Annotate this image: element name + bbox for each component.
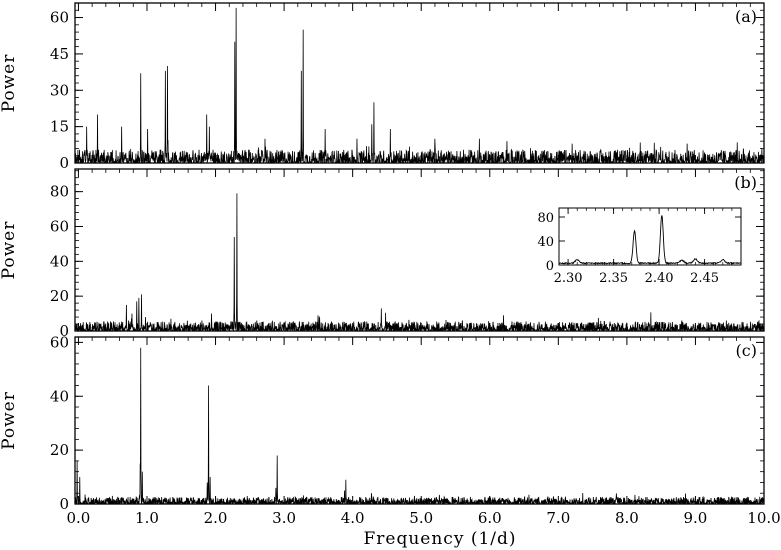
x-tick-label: 5.0: [409, 509, 433, 527]
inset-x-tick-label: 2.40: [645, 271, 674, 286]
y-tick-label: 80: [50, 183, 69, 201]
y-tick-label: 40: [50, 252, 69, 270]
plot-frame: [74, 2, 765, 164]
inset-panel: 2.30 2.35 2.40 2.45 0 40 80: [537, 207, 742, 286]
x-tick-label: 6.0: [478, 509, 502, 527]
x-tick-label: 3.0: [272, 509, 296, 527]
x-tick-label: 7.0: [546, 509, 570, 527]
y-tick-label: 60: [50, 217, 69, 235]
x-tick-label: 4.0: [341, 509, 365, 527]
x-tick-label: 2.0: [204, 509, 228, 527]
plot-frame: [74, 336, 765, 505]
x-axis-label: Frequency (1/d): [363, 529, 516, 549]
inset-y-tick-label: 40: [537, 235, 554, 250]
y-tick-label: 40: [50, 387, 69, 405]
y-tick-label: 20: [50, 287, 69, 305]
power-spectrum-line: [75, 193, 764, 331]
power-spectrum-line: [75, 347, 764, 504]
panel-b: 0 20 40 60 80 Power (b) 2.30 2.35 2.40 2.45 0 40 80: [0, 168, 765, 340]
x-tick-label: 9.0: [684, 509, 708, 527]
inset-x-tick-label: 2.30: [554, 271, 583, 286]
power-spectrum-line: [75, 7, 764, 163]
panel-label: (c): [736, 341, 757, 360]
panel-a: 0 15 30 45 60 Power (a): [0, 2, 765, 172]
y-tick-label: 45: [50, 45, 69, 63]
inset-y-tick-label: 80: [537, 211, 554, 226]
x-tick-label: 10.0: [747, 509, 780, 527]
panel-label: (a): [735, 7, 757, 26]
y-tick-label: 30: [50, 81, 69, 99]
panel-label: (b): [734, 173, 757, 192]
y-tick-label: 0: [59, 322, 69, 340]
inset-y-tick-label: 0: [546, 259, 554, 274]
y-axis-label: Power: [0, 391, 19, 450]
y-tick-label: 0: [59, 495, 69, 513]
x-tick-label: 0.0: [66, 509, 90, 527]
y-tick-label: 20: [50, 441, 69, 459]
inset-x-tick-label: 2.45: [690, 271, 719, 286]
y-tick-label: 15: [50, 118, 69, 136]
y-axis-label: Power: [0, 221, 19, 280]
y-tick-label: 60: [50, 9, 69, 27]
y-tick-label: 0: [59, 154, 69, 172]
inset-x-tick-label: 2.35: [599, 271, 628, 286]
panel-c: 0.0 1.0 2.0 3.0 4.0 5.0 6.0 7.0 8.0 9.0 10.0 0 20 40 6…: [0, 333, 781, 527]
plot-frame: [74, 168, 765, 332]
x-tick-label: 8.0: [615, 509, 639, 527]
inset-background: [559, 208, 741, 265]
y-axis-label: Power: [0, 54, 19, 113]
y-tick-label: 60: [50, 333, 69, 351]
x-tick-label: 1.0: [135, 509, 159, 527]
